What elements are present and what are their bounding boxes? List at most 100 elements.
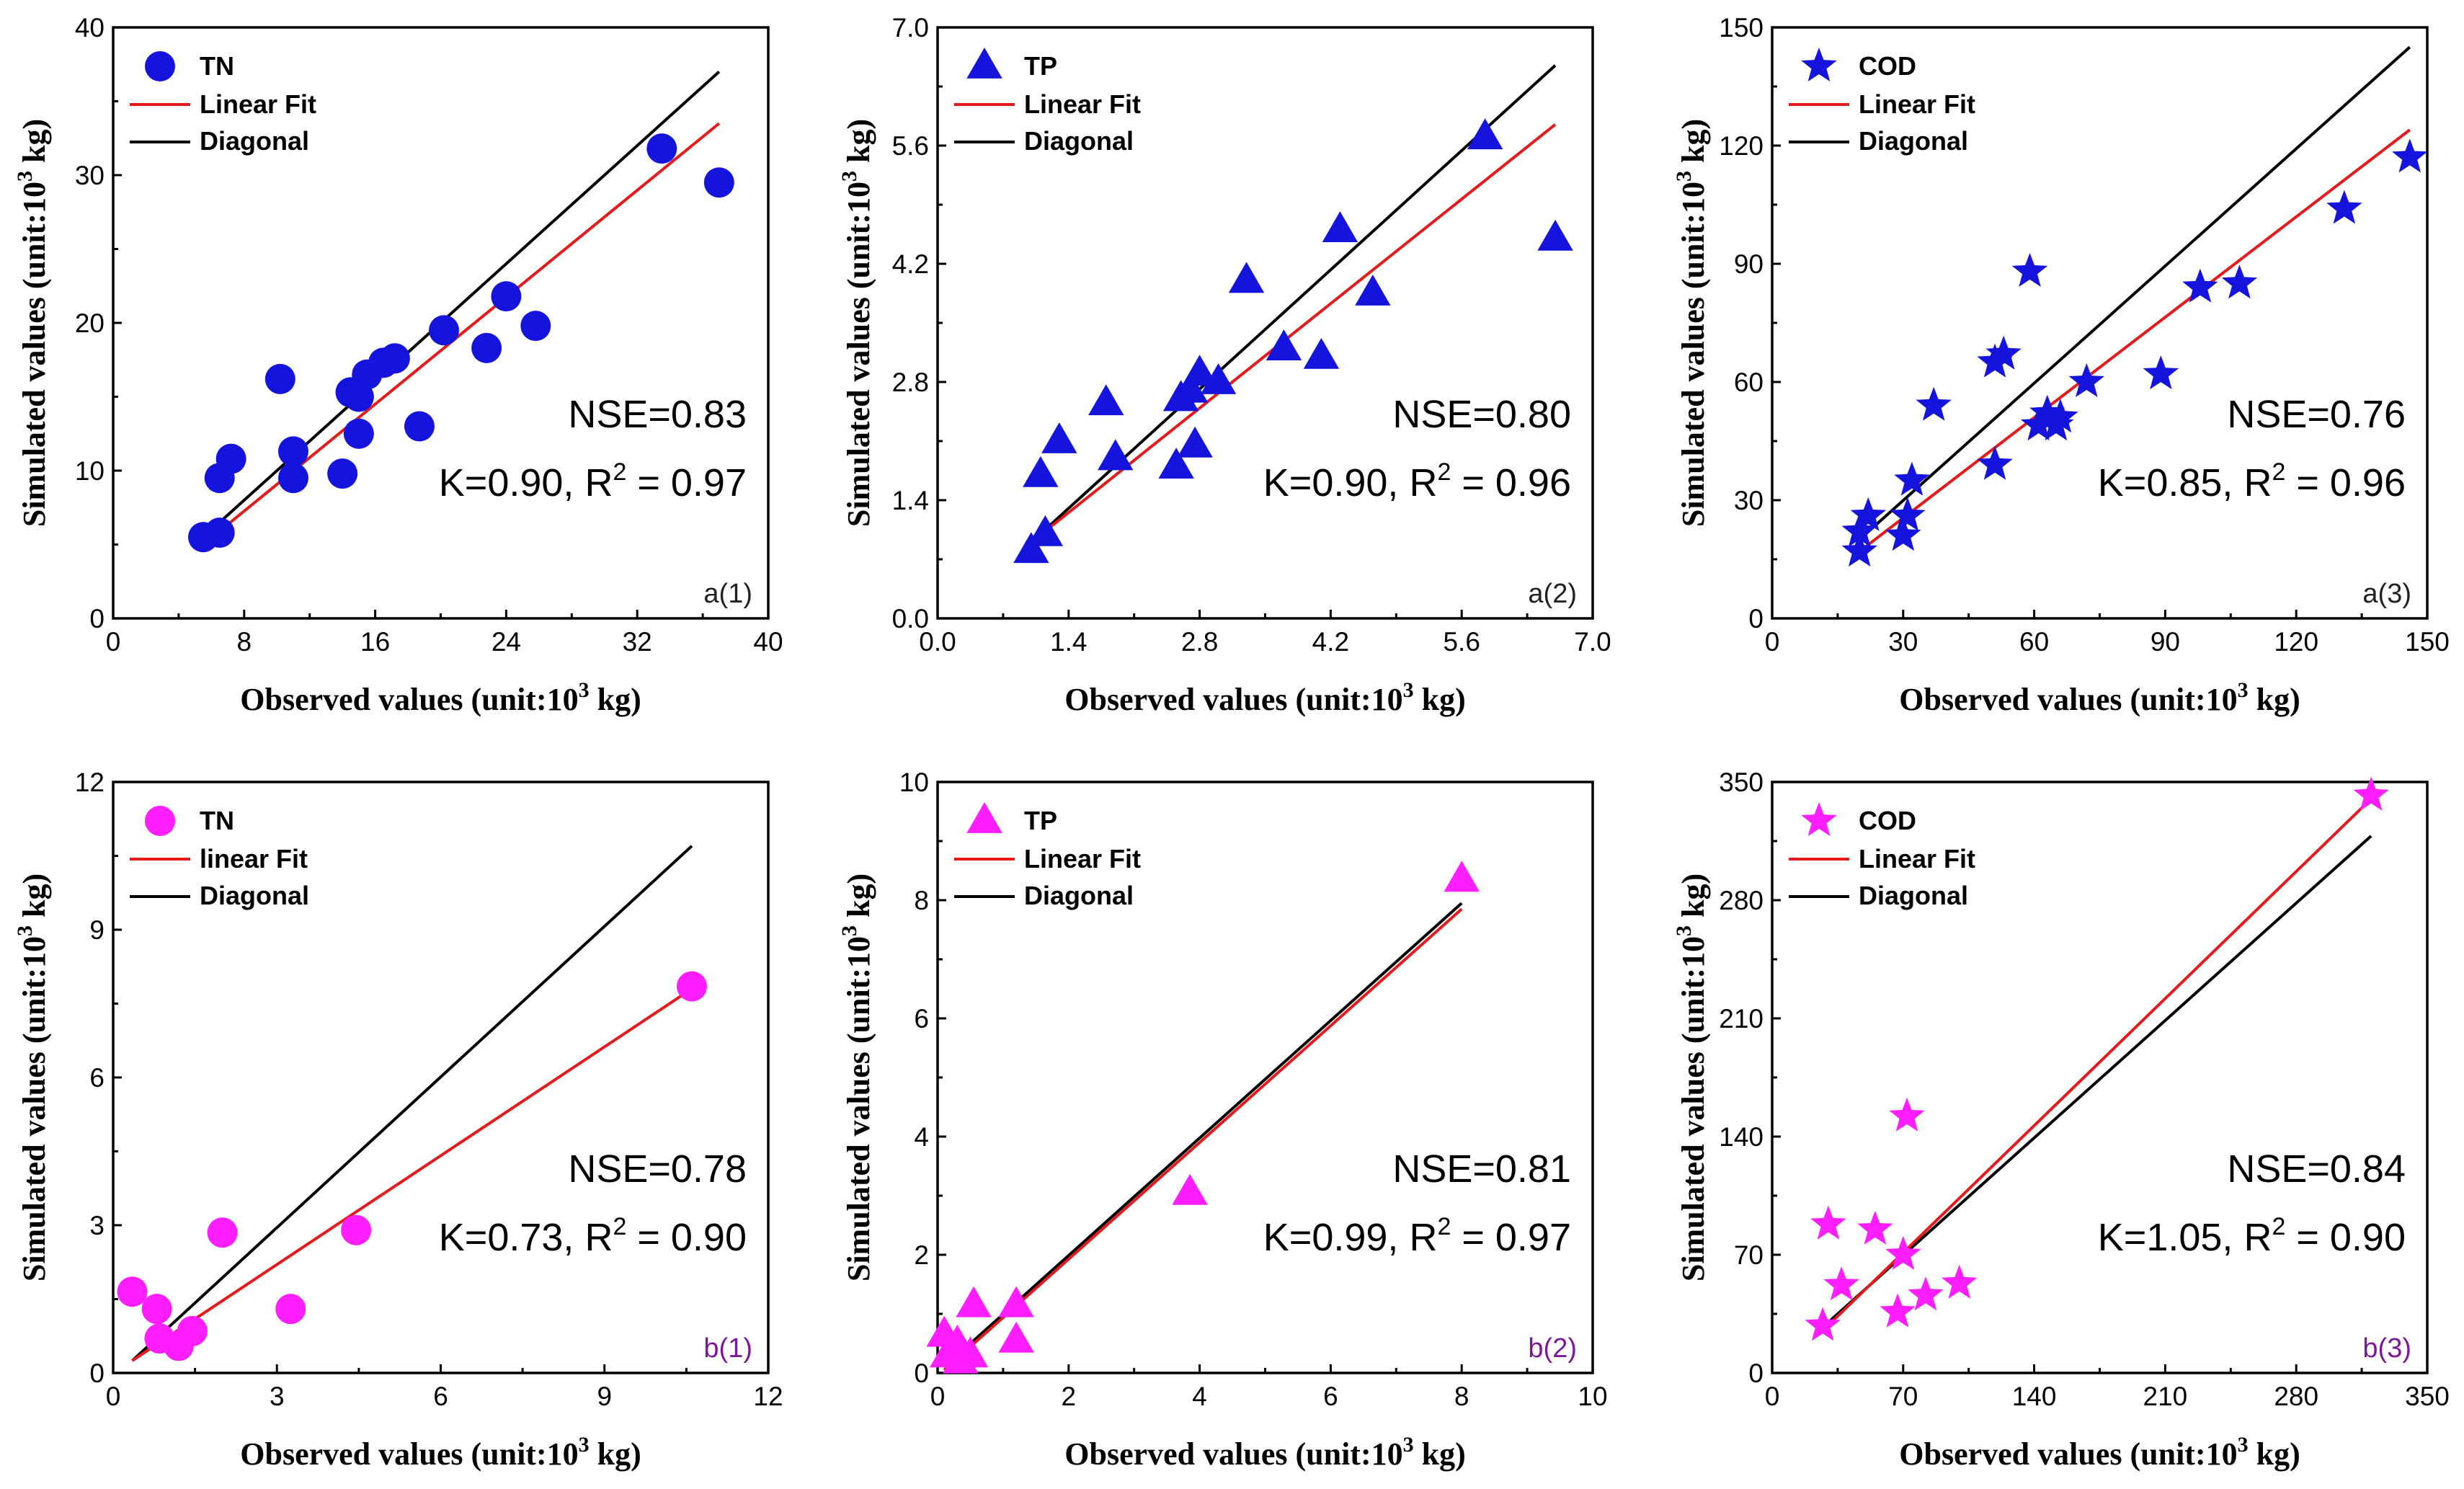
y-tick-label: 2.8 bbox=[892, 368, 929, 397]
y-tick-label: 120 bbox=[1719, 131, 1764, 161]
k-r2-value: K=0.90, R2 = 0.96 bbox=[1263, 458, 1571, 505]
chart-panel-b(1): 0 3 6 9 12 0 3 6 9 12 Observed values (unit:103 kg… bbox=[13, 768, 783, 1472]
nse-value: NSE=0.83 bbox=[568, 393, 747, 436]
data-point bbox=[2042, 399, 2078, 433]
nse-value: NSE=0.80 bbox=[1392, 393, 1571, 436]
y-axis-label: Simulated values (unit:103 kg) bbox=[1672, 874, 1711, 1281]
y-tick-label: 7.0 bbox=[892, 13, 929, 43]
legend-marker bbox=[1801, 48, 1837, 81]
y-axis-label: Simulated values (unit:103 kg) bbox=[837, 874, 876, 1281]
data-point bbox=[117, 1276, 148, 1307]
data-point bbox=[1158, 448, 1194, 479]
data-point bbox=[1027, 515, 1064, 546]
y-tick-label: 210 bbox=[1719, 1004, 1764, 1034]
data-point bbox=[1537, 219, 1573, 251]
x-tick-label: 150 bbox=[2405, 627, 2450, 657]
x-tick-label: 0 bbox=[1765, 1382, 1780, 1411]
linear-fit-line bbox=[943, 907, 1463, 1372]
data-point bbox=[379, 343, 410, 374]
y-tick-label: 150 bbox=[1719, 13, 1764, 43]
data-point bbox=[1467, 118, 1503, 150]
x-axis-label: Observed values (unit:103 kg) bbox=[1899, 678, 2300, 717]
chart-panel-b(2): 0 2 4 6 8 10 0 2 4 6 8 10 Observed values (unit:103 … bbox=[837, 768, 1608, 1472]
y-tick-label: 6 bbox=[89, 1063, 104, 1093]
y-tick-label: 8 bbox=[914, 886, 929, 915]
data-point bbox=[1805, 1307, 1841, 1341]
data-point bbox=[1172, 1173, 1208, 1205]
data-point bbox=[1303, 337, 1340, 369]
x-tick-label: 0 bbox=[106, 1382, 121, 1411]
legend-diagonal-label: Diagonal bbox=[1024, 126, 1134, 156]
y-tick-label: 0 bbox=[914, 1359, 929, 1388]
legend-series-label: COD bbox=[1859, 51, 1916, 81]
x-tick-label: 350 bbox=[2405, 1382, 2450, 1411]
data-point bbox=[2011, 252, 2048, 287]
y-tick-label: 140 bbox=[1719, 1122, 1764, 1152]
y-tick-label: 4 bbox=[914, 1122, 929, 1152]
x-tick-label: 0.0 bbox=[919, 627, 956, 657]
chart-panel-a(3): 0 30 60 90 120 150 0 30 60 90 120 150 Observed value… bbox=[1672, 13, 2450, 717]
data-point bbox=[1850, 497, 1886, 531]
k-r2-value: K=0.99, R2 = 0.97 bbox=[1263, 1213, 1571, 1259]
data-point bbox=[2182, 268, 2218, 303]
data-point bbox=[491, 281, 522, 312]
y-axis-label: Simulated values (unit:103 kg) bbox=[13, 119, 52, 527]
legend-fit-label: Linear Fit bbox=[1024, 89, 1141, 119]
x-axis-label: Observed values (unit:103 kg) bbox=[1064, 678, 1465, 717]
y-tick-label: 90 bbox=[1734, 249, 1764, 279]
panel-label: b(3) bbox=[2362, 1333, 2411, 1364]
legend-series-label: TP bbox=[1024, 51, 1057, 81]
x-tick-label: 5.6 bbox=[1443, 627, 1480, 657]
y-tick-label: 30 bbox=[1734, 486, 1764, 515]
legend-series-label: COD bbox=[1859, 806, 1916, 835]
y-tick-label: 350 bbox=[1719, 768, 1764, 797]
y-tick-label: 1.4 bbox=[892, 486, 929, 515]
data-point bbox=[1810, 1205, 1846, 1240]
x-axis-label: Observed values (unit:103 kg) bbox=[240, 1433, 641, 1472]
data-point bbox=[275, 1294, 306, 1325]
data-point bbox=[204, 517, 235, 548]
data-point bbox=[956, 1286, 992, 1317]
y-tick-label: 0 bbox=[89, 1359, 104, 1388]
chart-panel-b(3): 0 70 140 210 280 350 0 70 140 210 280 350 Observed v… bbox=[1672, 768, 2450, 1472]
x-tick-label: 9 bbox=[597, 1382, 612, 1411]
data-point bbox=[1880, 1293, 1916, 1328]
x-tick-label: 10 bbox=[1578, 1382, 1607, 1411]
x-tick-label: 8 bbox=[1454, 1382, 1469, 1411]
data-point bbox=[471, 332, 502, 363]
data-point bbox=[520, 311, 551, 342]
data-point bbox=[429, 315, 460, 346]
linear-fit-line bbox=[1858, 128, 2411, 553]
x-tick-label: 6 bbox=[1323, 1382, 1338, 1411]
x-tick-label: 0 bbox=[106, 627, 121, 657]
data-point bbox=[1200, 363, 1237, 394]
data-point bbox=[2221, 265, 2258, 299]
data-point bbox=[141, 1294, 172, 1325]
legend-marker bbox=[966, 48, 1002, 79]
legend-fit-label: Linear Fit bbox=[1859, 89, 1975, 119]
data-point bbox=[1172, 371, 1209, 403]
k-r2-value: K=0.73, R2 = 0.90 bbox=[439, 1213, 747, 1259]
x-tick-label: 16 bbox=[360, 627, 390, 657]
data-point bbox=[1894, 461, 1930, 496]
x-tick-label: 4.2 bbox=[1312, 627, 1349, 657]
x-tick-label: 12 bbox=[753, 1382, 783, 1411]
x-axis-label: Observed values (unit:103 kg) bbox=[1899, 1433, 2300, 1472]
x-tick-label: 4 bbox=[1192, 1382, 1207, 1411]
nse-value: NSE=0.81 bbox=[1392, 1147, 1571, 1191]
data-point bbox=[1023, 455, 1059, 487]
legend-marker bbox=[145, 51, 175, 81]
y-tick-label: 10 bbox=[899, 768, 929, 797]
data-point bbox=[646, 133, 677, 164]
diagonal-line bbox=[943, 902, 1463, 1369]
legend-fit-label: linear Fit bbox=[200, 844, 308, 874]
x-tick-label: 140 bbox=[2012, 1382, 2057, 1411]
data-point bbox=[277, 463, 308, 494]
data-point bbox=[1823, 1266, 1859, 1301]
y-tick-label: 280 bbox=[1719, 886, 1764, 915]
chart-panel-a(1): 0 8 16 24 32 40 0 10 20 30 40 Observed values (unit… bbox=[13, 13, 783, 717]
diagonal-line bbox=[1858, 45, 2411, 541]
legend-series-label: TP bbox=[1024, 806, 1057, 835]
data-point bbox=[1177, 426, 1213, 458]
